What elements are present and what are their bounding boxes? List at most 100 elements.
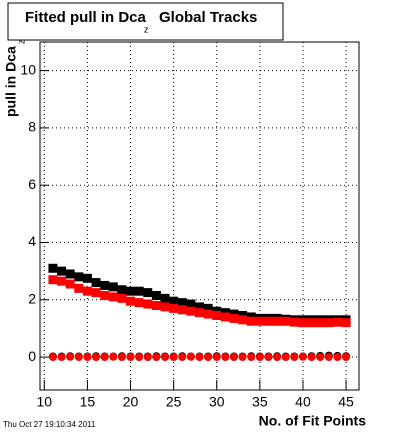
square-marker: [169, 296, 179, 306]
circle-marker: [126, 353, 135, 362]
title-subscript: z: [144, 24, 149, 34]
x-tick-label: 10: [37, 394, 53, 410]
square-marker: [82, 286, 92, 296]
square-marker: [91, 288, 101, 298]
circle-marker: [229, 353, 238, 362]
chart-title: Fitted pull in Dca: [25, 9, 146, 26]
y-tick-label: 2: [28, 290, 36, 306]
square-marker: [57, 266, 67, 276]
square-marker: [82, 273, 92, 283]
square-marker: [229, 313, 239, 323]
square-marker: [246, 316, 256, 326]
circle-marker: [264, 353, 273, 362]
circle-marker: [247, 353, 256, 362]
square-marker: [203, 309, 213, 319]
title-box: [7, 2, 284, 41]
circle-marker: [255, 353, 264, 362]
square-marker: [307, 318, 317, 328]
circle-marker: [290, 353, 299, 362]
y-tick-label: 0: [28, 348, 36, 364]
circle-marker: [307, 353, 316, 362]
square-marker: [332, 317, 342, 327]
x-tick-label: 40: [295, 394, 311, 410]
y-tick-label: 4: [28, 233, 36, 249]
square-marker: [143, 299, 153, 309]
x-tick-label: 20: [123, 394, 139, 410]
square-marker: [212, 311, 222, 321]
square-marker: [65, 279, 75, 289]
circle-marker: [178, 353, 187, 362]
circle-marker: [186, 352, 195, 361]
square-marker: [315, 318, 325, 328]
y-axis-label-subscript: z: [16, 39, 26, 44]
square-marker: [238, 315, 248, 325]
circle-marker: [333, 353, 342, 362]
square-marker: [341, 318, 351, 328]
circle-marker: [66, 352, 75, 361]
square-marker: [100, 290, 110, 300]
square-marker: [169, 303, 179, 313]
square-marker: [143, 288, 153, 298]
square-marker: [324, 318, 334, 328]
circle-marker: [152, 353, 161, 362]
square-marker: [160, 293, 170, 303]
square-marker: [289, 317, 299, 327]
circle-marker: [169, 353, 178, 362]
x-axis-label: No. of Fit Points: [259, 413, 367, 429]
square-marker: [281, 316, 291, 326]
footer-timestamp: Thu Oct 27 19:10:34 2011: [3, 420, 96, 429]
circle-marker: [109, 352, 118, 361]
circle-marker: [83, 353, 92, 362]
circle-marker: [135, 353, 144, 362]
x-tick-label: 45: [338, 394, 354, 410]
circle-marker: [238, 353, 247, 362]
square-marker: [65, 269, 75, 279]
plot-frame: [39, 41, 360, 391]
circle-marker: [324, 353, 333, 362]
square-marker: [195, 308, 204, 318]
square-marker: [134, 286, 144, 296]
x-tick-label: 15: [80, 394, 96, 410]
circle-marker: [100, 353, 109, 362]
square-marker: [126, 296, 136, 306]
y-axis-label: pull in Dca: [3, 46, 19, 117]
square-marker: [108, 282, 118, 292]
square-marker: [74, 283, 84, 293]
square-marker: [220, 312, 230, 322]
square-marker: [117, 285, 127, 295]
square-marker: [177, 298, 187, 308]
circle-marker: [316, 353, 325, 362]
square-marker: [48, 275, 58, 285]
square-marker: [134, 298, 144, 308]
circle-marker: [57, 353, 66, 362]
square-marker: [91, 278, 101, 288]
circle-marker: [204, 353, 213, 362]
circle-marker: [212, 353, 221, 362]
square-marker: [298, 318, 308, 328]
square-marker: [74, 272, 84, 282]
circle-marker: [74, 353, 83, 362]
circle-marker: [281, 353, 290, 362]
x-tick-label: 35: [252, 394, 268, 410]
square-marker: [255, 316, 265, 326]
square-marker: [195, 302, 204, 312]
square-marker: [108, 292, 118, 302]
square-marker: [126, 286, 136, 296]
circle-marker: [298, 352, 307, 361]
circle-marker: [143, 353, 152, 362]
square-marker: [160, 302, 170, 312]
y-tick-label: 8: [28, 119, 36, 135]
square-marker: [57, 276, 67, 286]
square-marker: [100, 280, 110, 290]
circle-marker: [48, 353, 57, 362]
square-marker: [48, 263, 58, 273]
square-marker: [151, 301, 161, 311]
square-marker: [151, 290, 161, 300]
circle-marker: [342, 353, 351, 362]
circle-marker: [273, 353, 282, 362]
circle-marker: [161, 353, 170, 362]
circle-marker: [221, 353, 230, 362]
title-suffix: Global Tracks: [159, 9, 257, 26]
